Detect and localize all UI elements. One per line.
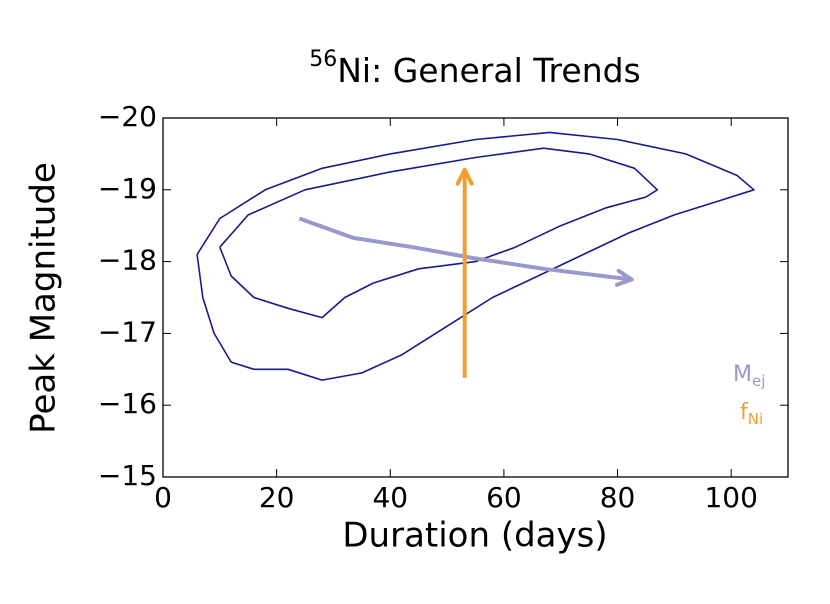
y-tick-label: −15	[98, 459, 157, 492]
x-tick-label: 0	[154, 481, 172, 514]
legend-subscript: ej	[752, 372, 765, 390]
x-tick-label: 100	[704, 481, 757, 514]
legend-subscript: Ni	[748, 410, 763, 428]
chart-title: 56Ni: General Trends	[309, 47, 641, 90]
contour-line	[196, 131, 755, 381]
plot-frame	[162, 117, 789, 478]
y-tick-label: −17	[98, 315, 157, 348]
arrow-head	[455, 167, 474, 186]
y-tick-label: −19	[98, 172, 157, 205]
y-axis-label: Peak Magnitude	[24, 162, 64, 434]
x-tick-label: 80	[600, 481, 636, 514]
y-tick-label: −20	[98, 100, 157, 133]
legend-entry: fNi	[740, 400, 763, 428]
legend-entry: Mej	[733, 362, 765, 390]
y-tick-label: −18	[98, 244, 157, 277]
x-tick-label: 20	[259, 481, 295, 514]
x-tick-label: 40	[372, 481, 408, 514]
y-tick-label: −16	[98, 387, 157, 420]
title-superscript: 56	[309, 47, 337, 72]
x-tick-label: 60	[486, 481, 522, 514]
legend-name: f	[740, 400, 749, 425]
arrow-line	[298, 216, 633, 282]
legend-name: M	[733, 362, 752, 387]
arrow-head	[615, 268, 634, 287]
title-text: Ni: General Trends	[337, 51, 641, 90]
contour-line	[219, 147, 659, 319]
x-axis-label: Duration (days)	[342, 516, 607, 556]
